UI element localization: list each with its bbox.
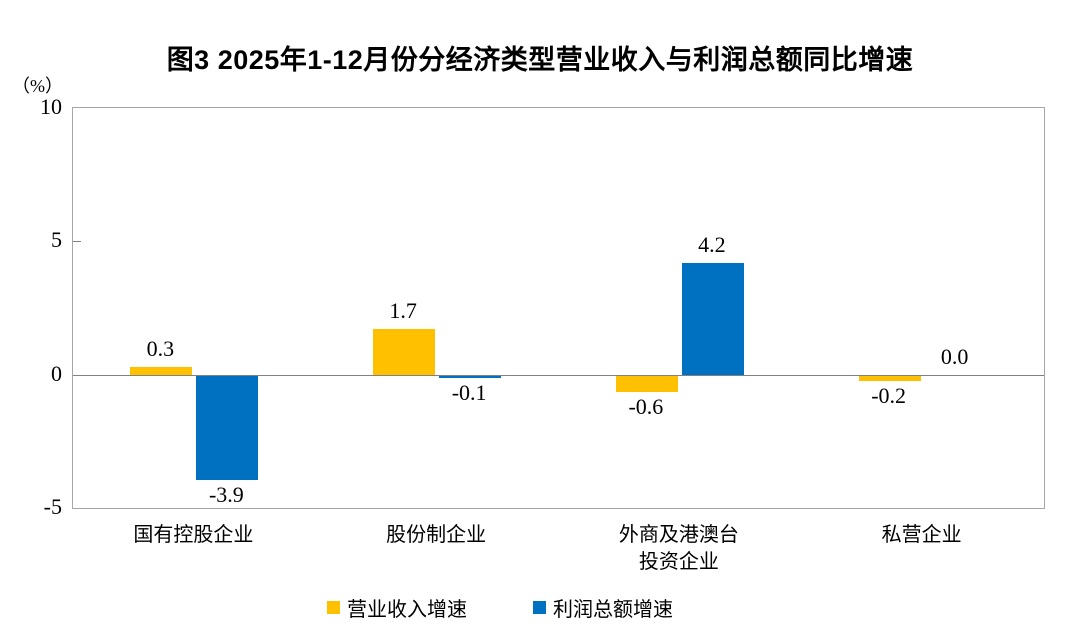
y-axis-unit-label: （%） [12, 76, 63, 96]
bar-value-label: 0.3 [146, 335, 175, 361]
chart-title: 图3 2025年1-12月份分经济类型营业收入与利润总额同比增速 [166, 45, 914, 75]
bar-series1-group0 [196, 375, 259, 480]
bar-value-label: 0.0 [940, 343, 969, 369]
legend-item-series0: 营业收入增速 [327, 593, 467, 622]
legend-label: 利润总额增速 [553, 599, 673, 621]
bar-series1-group1 [439, 375, 502, 379]
bar-series0-group0 [130, 366, 193, 375]
y-tick-label: 10 [40, 94, 62, 119]
y-tick-label: -5 [43, 494, 62, 519]
bar-value-label: 1.7 [389, 298, 417, 324]
y-tick-label: 0 [51, 360, 62, 386]
bar-value-label: -0.2 [871, 383, 907, 408]
bar-series1-group2 [681, 262, 744, 375]
y-tick-mark [73, 241, 81, 243]
plot-area [72, 107, 1045, 509]
bar-series0-group3 [858, 375, 921, 381]
y-tick-label: 5 [51, 227, 62, 253]
legend: 营业收入增速 利润总额增速 [0, 593, 1000, 622]
bar-series0-group1 [373, 329, 436, 375]
bar-value-label: -3.9 [208, 481, 244, 507]
bar-series0-group2 [615, 375, 678, 392]
zero-axis-line [73, 374, 1044, 376]
legend-swatch-icon [533, 601, 546, 614]
x-category-label: 国有控股企业 [133, 524, 254, 546]
legend-swatch-icon [327, 601, 340, 614]
legend-label: 营业收入增速 [347, 599, 467, 621]
x-category-label: 股份制企业 [386, 524, 487, 546]
x-category-label: 私营企业 [881, 524, 962, 546]
legend-item-series1: 利润总额增速 [533, 593, 673, 622]
bar-value-label: -0.6 [628, 393, 664, 419]
x-category-label: 外商及港澳台 投资企业 [618, 524, 739, 573]
bar-value-label: 4.2 [698, 231, 726, 257]
bar-value-label: -0.1 [451, 380, 487, 406]
